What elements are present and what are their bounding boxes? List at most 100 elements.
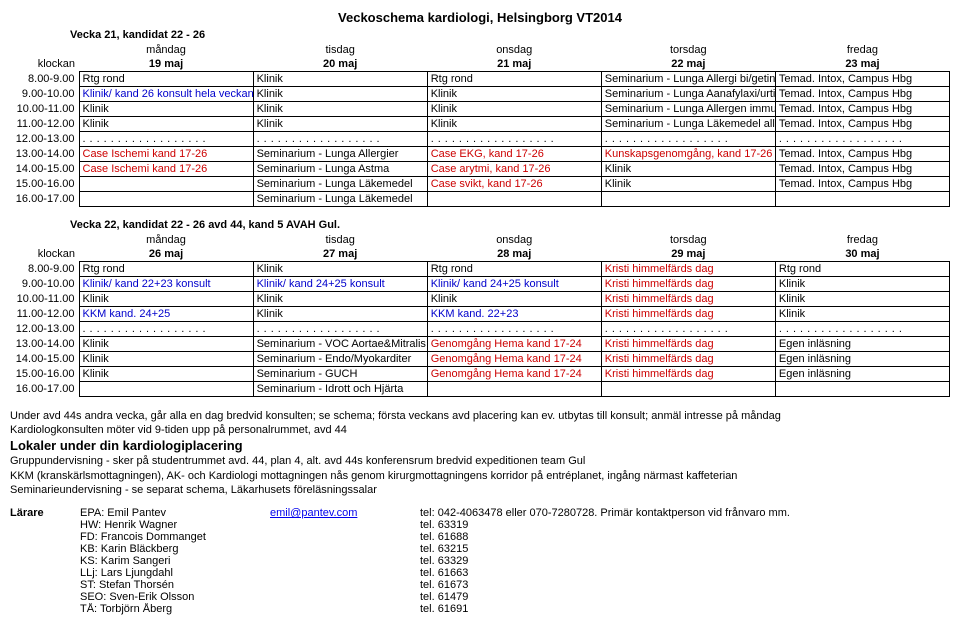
schedule-cell: Klinik/ kand 26 konsult hela veckan [79,87,253,102]
larare-email [270,603,420,615]
schedule-cell: Seminarium - Lunga Allergi bi/getin [601,72,775,87]
schedule-cell: Klinik [775,292,949,307]
schedule-cell [601,382,775,397]
schedule-cell: Klinik [79,337,253,352]
lunch-dots: .................. [253,132,427,147]
schedule-cell: Rtg rond [427,262,601,277]
w1-day-tue: tisdag [253,43,427,57]
schedule-cell [427,382,601,397]
schedule-cell [79,382,253,397]
w2-date-4: 30 maj [775,247,949,262]
time-cell: 9.00-10.00 [10,87,79,102]
schedule-cell: Genomgång Hema kand 17-24 [427,367,601,382]
larare-name: TÅ: Torbjörn Åberg [80,603,270,615]
w2-date-3: 29 maj [601,247,775,262]
schedule-cell: Seminarium - Lunga Astma [253,162,427,177]
larare-label [10,603,80,615]
larare-label [10,519,80,531]
schedule-cell: Genomgång Hema kand 17-24 [427,352,601,367]
larare-label [10,555,80,567]
schedule-cell: Klinik/ kand 24+25 konsult [253,277,427,292]
larare-email [270,519,420,531]
time-cell: 14.00-15.00 [10,162,79,177]
w2-date-1: 27 maj [253,247,427,262]
larare-label [10,579,80,591]
lunch-dots: .................. [427,322,601,337]
schedule-cell: Rtg rond [775,262,949,277]
schedule-cell: Seminarium - Lunga Läkemedel all [601,117,775,132]
schedule-cell: Temad. Intox, Campus Hbg [775,147,949,162]
week1-table: måndag tisdag onsdag torsdag fredag kloc… [10,43,950,207]
w2-day-tue: tisdag [253,233,427,247]
schedule-cell: Temad. Intox, Campus Hbg [775,87,949,102]
schedule-cell: Rtg rond [79,72,253,87]
schedule-cell: Klinik [79,352,253,367]
larare-tel: tel. 63319 [420,519,800,531]
time-cell: 8.00-9.00 [10,262,79,277]
larare-email [270,531,420,543]
note-line5: Seminarieundervisning - se separat schem… [10,483,950,497]
larare-tel: tel: 042-4063478 eller 070-7280728. Prim… [420,507,800,519]
lunch-dots: .................. [775,322,949,337]
larare-email[interactable]: emil@pantev.com [270,507,420,519]
schedule-cell: Klinik [253,262,427,277]
w1-day-thu: torsdag [601,43,775,57]
lunch-dots: .................. [253,322,427,337]
schedule-cell: KKM kand. 22+23 [427,307,601,322]
larare-label [10,591,80,603]
schedule-cell: Seminarium - GUCH [253,367,427,382]
time-cell: 10.00-11.00 [10,102,79,117]
time-cell: 10.00-11.00 [10,292,79,307]
larare-tel: tel. 61691 [420,603,800,615]
w1-klockan: klockan [10,57,79,72]
larare-name: KS: Karim Sangeri [80,555,270,567]
note-line1: Under avd 44s andra vecka, går alla en d… [10,409,950,423]
schedule-cell: Temad. Intox, Campus Hbg [775,162,949,177]
larare-email [270,543,420,555]
w1-day-fri: fredag [775,43,949,57]
larare-email [270,555,420,567]
schedule-cell: Kristi himmelfärds dag [601,307,775,322]
lunch-dots: .................. [79,322,253,337]
schedule-cell [427,192,601,207]
schedule-cell: Klinik [253,72,427,87]
schedule-cell: Rtg rond [79,262,253,277]
larare-tel: tel. 63329 [420,555,800,567]
schedule-cell: Klinik [79,292,253,307]
w1-date-4: 23 maj [775,57,949,72]
schedule-cell: Klinik [601,162,775,177]
w2-day-thu: torsdag [601,233,775,247]
schedule-cell: Case svikt, kand 17-26 [427,177,601,192]
schedule-cell: Case arytmi, kand 17-26 [427,162,601,177]
time-cell: 11.00-12.00 [10,117,79,132]
schedule-cell: Kristi himmelfärds dag [601,292,775,307]
schedule-cell: Klinik [775,277,949,292]
larare-name: FD: Francois Dommanget [80,531,270,543]
schedule-cell [601,192,775,207]
schedule-cell: Kristi himmelfärds dag [601,277,775,292]
w1-day-wed: onsdag [427,43,601,57]
w2-day-fri: fredag [775,233,949,247]
schedule-cell: Temad. Intox, Campus Hbg [775,72,949,87]
schedule-cell [775,382,949,397]
schedule-cell: Klinik [427,117,601,132]
time-cell: 15.00-16.00 [10,367,79,382]
schedule-cell: Seminarium - Lunga Allergen immu [601,102,775,117]
time-cell: 16.00-17.00 [10,192,79,207]
notes-block: Under avd 44s andra vecka, går alla en d… [10,409,950,497]
time-cell: 16.00-17.00 [10,382,79,397]
schedule-cell: Klinik [427,102,601,117]
schedule-cell: Temad. Intox, Campus Hbg [775,117,949,132]
larare-email [270,567,420,579]
schedule-cell: Klinik [427,292,601,307]
schedule-cell: Klinik [427,87,601,102]
schedule-cell: Temad. Intox, Campus Hbg [775,102,949,117]
schedule-cell [775,192,949,207]
w2-date-2: 28 maj [427,247,601,262]
w2-day-wed: onsdag [427,233,601,247]
schedule-cell: Rtg rond [427,72,601,87]
schedule-cell: Klinik/ kand 24+25 konsult [427,277,601,292]
time-cell: 14.00-15.00 [10,352,79,367]
lunch-dots: .................. [601,322,775,337]
larare-tel: tel. 61663 [420,567,800,579]
